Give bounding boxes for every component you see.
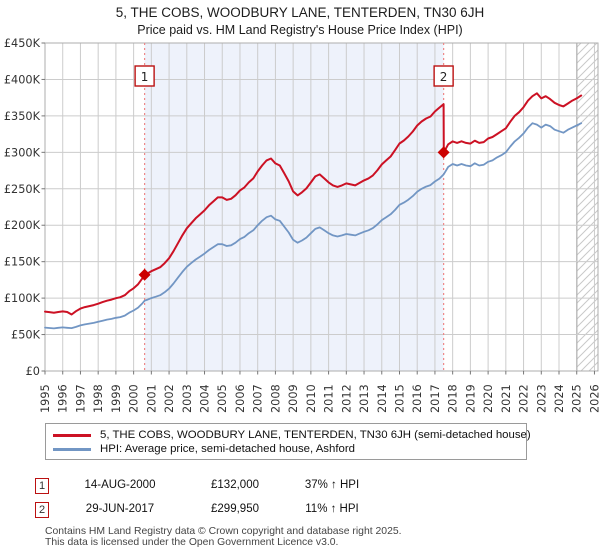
sale-1-diamond-marker: [138, 268, 151, 281]
chart-subtitle: Price paid vs. HM Land Registry's House …: [137, 23, 463, 37]
sale-2-number-box: 2: [35, 502, 49, 518]
x-axis-label: 1998: [92, 384, 105, 413]
y-axis-label: £400K: [4, 73, 41, 86]
x-axis-label: 2010: [305, 384, 318, 413]
between-sales-shading: [144, 43, 444, 371]
x-axis-label: 2016: [411, 384, 424, 413]
x-axis-label: 2001: [145, 384, 158, 413]
x-axis-label: 2004: [199, 384, 212, 413]
y-axis-label: £250K: [4, 183, 41, 196]
x-axis-label: 2025: [571, 384, 584, 413]
hpi-swatch: [53, 447, 91, 451]
x-axis-label: 2002: [163, 384, 176, 413]
legend-row-hpi: HPI: Average price, semi-detached house,…: [53, 442, 526, 456]
sale-annotation-1: 1 14-AUG-2000 £132,000 37% ↑ HPI: [0, 478, 600, 494]
x-axis-label: 2003: [181, 384, 194, 413]
x-axis-label: 2015: [393, 384, 406, 413]
sale-2-chart-label-box: [433, 65, 454, 87]
price-paid-legend-label: 5, THE COBS, WOODBURY LANE, TENTERDEN, T…: [100, 429, 531, 441]
x-axis-label: 2026: [588, 384, 600, 413]
sale-annotation-2: 2 29-JUN-2017 £299,950 11% ↑ HPI: [0, 502, 600, 518]
y-axis-label: £0: [26, 365, 40, 378]
x-axis-label: 1999: [110, 384, 123, 413]
x-axis-label: 2006: [234, 384, 247, 413]
y-axis-label: £150K: [4, 256, 41, 269]
x-axis-label: 2005: [216, 384, 229, 413]
x-axis-label: 2024: [553, 384, 566, 413]
sale-2-price: £299,950: [211, 503, 259, 515]
sale-1-chart-label-box: [134, 65, 155, 87]
sale-2-diamond-marker: [437, 146, 450, 159]
x-axis-label: 2007: [252, 384, 265, 413]
chart-legend: 5, THE COBS, WOODBURY LANE, TENTERDEN, T…: [45, 423, 531, 460]
hpi-line: [44, 122, 583, 330]
x-axis-label: 2022: [518, 384, 531, 413]
x-axis-label: 2009: [287, 384, 300, 413]
sale-2-date: 29-JUN-2017: [85, 503, 155, 515]
y-axis-label: £200K: [4, 219, 41, 232]
x-axis-label: 2019: [464, 384, 477, 413]
x-axis-label: 2000: [128, 384, 141, 413]
future-hatch-region: [576, 43, 598, 371]
x-axis-label: 2020: [482, 384, 495, 413]
x-axis-label: 2012: [340, 384, 353, 413]
x-axis-label: 2011: [323, 384, 336, 413]
x-axis-label: 2017: [429, 384, 442, 413]
x-axis-label: 2018: [447, 384, 460, 413]
legend-row-price-paid: 5, THE COBS, WOODBURY LANE, TENTERDEN, T…: [53, 428, 531, 442]
sale-2-chart-label: 2: [440, 70, 448, 84]
hpi-legend-label: HPI: Average price, semi-detached house,…: [100, 443, 355, 455]
footer-line-2: This data is licensed under the Open Gov…: [45, 536, 339, 548]
sale-1-date: 14-AUG-2000: [84, 479, 156, 491]
y-axis-label: £450K: [4, 37, 41, 50]
price-paid-swatch: [53, 433, 91, 437]
x-axis-label: 2023: [535, 384, 548, 413]
x-axis-label: 2021: [500, 384, 513, 413]
x-axis-label: 2014: [376, 384, 389, 413]
y-axis-label: £100K: [4, 292, 41, 305]
price-chart-canvas: 1 2 £0 £50K £100K £150K £200K £250K £300K £350K £4…: [4, 37, 600, 413]
x-axis-label: 2008: [269, 384, 282, 413]
x-axis-label: 1997: [74, 384, 87, 413]
x-axis-label: 2013: [358, 384, 371, 413]
footer-line-1: Contains HM Land Registry data © Crown c…: [45, 526, 402, 537]
footer-license: Contains HM Land Registry data © Crown c…: [45, 526, 402, 548]
price-paid-line: [44, 92, 583, 316]
sale-1-hpi-comparison: 37% ↑ HPI: [304, 479, 360, 491]
sale-1-number-box: 1: [35, 478, 49, 494]
y-axis-label: £300K: [4, 146, 41, 159]
sale-2-hpi-comparison: 11% ↑ HPI: [305, 503, 359, 515]
x-axis-label: 1996: [57, 384, 70, 413]
y-axis-label: £350K: [4, 110, 41, 123]
chart-title: 5, THE COBS, WOODBURY LANE, TENTERDEN, T…: [115, 5, 485, 20]
sale-1-chart-label: 1: [141, 70, 149, 84]
sale-1-price: £132,000: [211, 479, 259, 491]
x-axis-label: 1995: [39, 384, 52, 413]
plot-border: [44, 42, 599, 372]
y-axis-label: £50K: [11, 329, 41, 342]
